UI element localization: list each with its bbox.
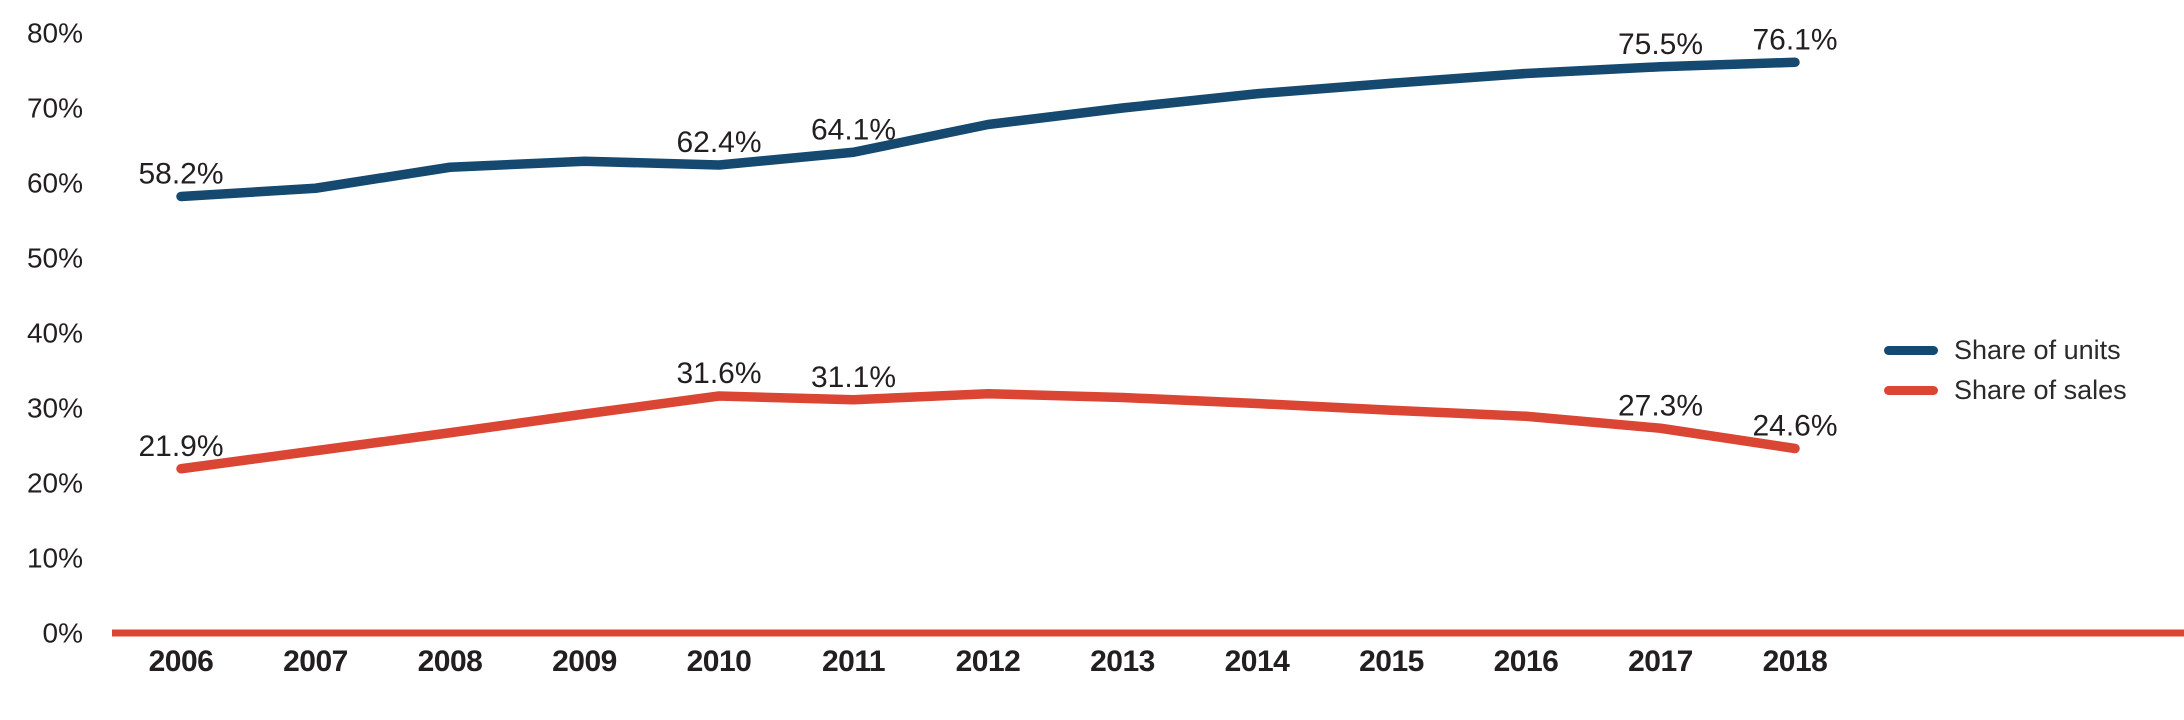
y-axis-tick-label: 70% (27, 93, 83, 124)
x-axis-tick-label: 2016 (1494, 645, 1559, 678)
y-axis-tick-label: 0% (43, 618, 83, 649)
x-axis-tick-label: 2015 (1359, 645, 1424, 678)
y-axis-tick-label: 30% (27, 393, 83, 424)
x-axis-tick-label: 2006 (149, 645, 214, 678)
legend-label-share-of-units: Share of units (1954, 334, 2121, 365)
x-axis-tick-label: 2010 (687, 645, 752, 678)
x-axis-tick-label: 2018 (1763, 645, 1828, 678)
share-of-sales-data-label: 21.9% (138, 430, 223, 463)
x-axis-tick-label: 2013 (1090, 645, 1155, 678)
share-of-sales-data-label: 24.6% (1752, 410, 1837, 443)
share-of-units-swatch-icon (1884, 345, 1938, 355)
x-axis-tick-label: 2011 (822, 645, 885, 678)
x-axis-tick-label: 2008 (418, 645, 483, 678)
x-axis-tick-label: 2012 (956, 645, 1021, 678)
y-axis-tick-label: 80% (27, 18, 83, 49)
share-of-sales-swatch-icon (1884, 385, 1938, 395)
share-of-sales-data-label: 31.1% (811, 361, 896, 394)
y-axis-tick-label: 10% (27, 543, 83, 574)
share-of-units-data-label: 75.5% (1618, 28, 1703, 61)
y-axis-tick-label: 20% (27, 468, 83, 499)
share-of-units-data-label: 62.4% (676, 126, 761, 159)
share-of-sales-line (176, 389, 1800, 474)
y-axis-tick-label: 40% (27, 318, 83, 349)
x-axis-tick-label: 2009 (552, 645, 617, 678)
share-of-units-line (176, 57, 1800, 202)
share-of-units-data-label: 64.1% (811, 113, 896, 146)
share-of-sales-data-label: 27.3% (1618, 389, 1703, 422)
legend-item-share-of-units: Share of units (1884, 330, 2127, 370)
legend-label-share-of-sales: Share of sales (1954, 374, 2127, 405)
legend: Share of units Share of sales (1884, 330, 2127, 410)
y-axis-tick-label: 50% (27, 243, 83, 274)
share-of-sales-data-label: 31.6% (676, 357, 761, 390)
x-axis-tick-label: 2017 (1628, 645, 1693, 678)
share-of-units-data-label: 76.1% (1752, 23, 1837, 56)
share-of-units-data-label: 58.2% (138, 158, 223, 191)
legend-item-share-of-sales: Share of sales (1884, 370, 2127, 410)
y-axis-tick-label: 60% (27, 168, 83, 199)
x-axis-tick-label: 2007 (283, 645, 348, 678)
x-axis-tick-label: 2014 (1225, 645, 1291, 678)
